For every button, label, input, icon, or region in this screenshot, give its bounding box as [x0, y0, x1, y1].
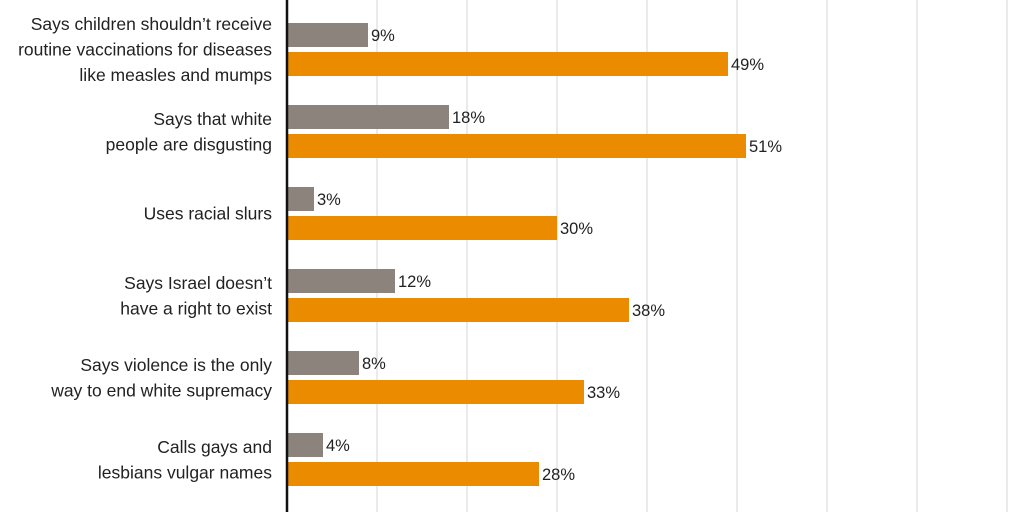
category-label-line: Calls gays and: [157, 437, 272, 457]
value-label: 30%: [560, 220, 593, 238]
value-label: 38%: [632, 302, 665, 320]
gridlines: [376, 0, 1008, 512]
bar: [287, 23, 368, 47]
category-label-line: routine vaccinations for diseases: [18, 40, 272, 60]
bar: [287, 269, 395, 293]
bar: [287, 433, 323, 457]
category-label: Says children shouldn’t receive routine v…: [18, 14, 272, 85]
category-label-line: Says that white: [153, 109, 272, 129]
value-labels: 9% 49% 18% 51% 3% 30% 12% 38% 8% 33% 4% 28%: [317, 27, 782, 484]
bar: [287, 187, 314, 211]
bar: [287, 105, 449, 129]
value-label: 28%: [542, 466, 575, 484]
category-label: Says violence is the only way to end whit…: [50, 355, 272, 401]
category-label: Says Israel doesn’t have a right to exist: [120, 273, 272, 319]
category-label-line: Says violence is the only: [80, 355, 272, 375]
value-label: 8%: [362, 355, 386, 373]
category-label-line: Says Israel doesn’t: [124, 273, 272, 293]
category-label: Says that white people are disgusting: [106, 109, 272, 155]
bar: [287, 351, 359, 375]
category-label: Uses racial slurs: [144, 204, 273, 224]
bars: [287, 23, 746, 486]
category-label-line: lesbians vulgar names: [98, 462, 272, 482]
value-label: 33%: [587, 384, 620, 402]
bar: [287, 134, 746, 158]
value-label: 51%: [749, 138, 782, 156]
bar: [287, 52, 728, 76]
value-label: 4%: [326, 437, 350, 455]
bar: [287, 462, 539, 486]
value-label: 18%: [452, 109, 485, 127]
bar: [287, 298, 629, 322]
category-label-line: people are disgusting: [106, 134, 272, 154]
value-label: 9%: [371, 27, 395, 45]
category-label: Calls gays and lesbians vulgar names: [98, 437, 272, 483]
value-label: 3%: [317, 191, 341, 209]
category-label-line: Uses racial slurs: [144, 204, 273, 224]
value-label: 49%: [731, 56, 764, 74]
category-labels: Says children shouldn’t receive routine v…: [18, 14, 272, 482]
value-label: 12%: [398, 273, 431, 291]
category-label-line: way to end white supremacy: [50, 380, 272, 400]
category-label-line: Says children shouldn’t receive: [31, 14, 272, 34]
category-label-line: have a right to exist: [120, 298, 272, 318]
category-label-line: like measles and mumps: [79, 65, 272, 85]
bar: [287, 380, 584, 404]
bar: [287, 216, 557, 240]
